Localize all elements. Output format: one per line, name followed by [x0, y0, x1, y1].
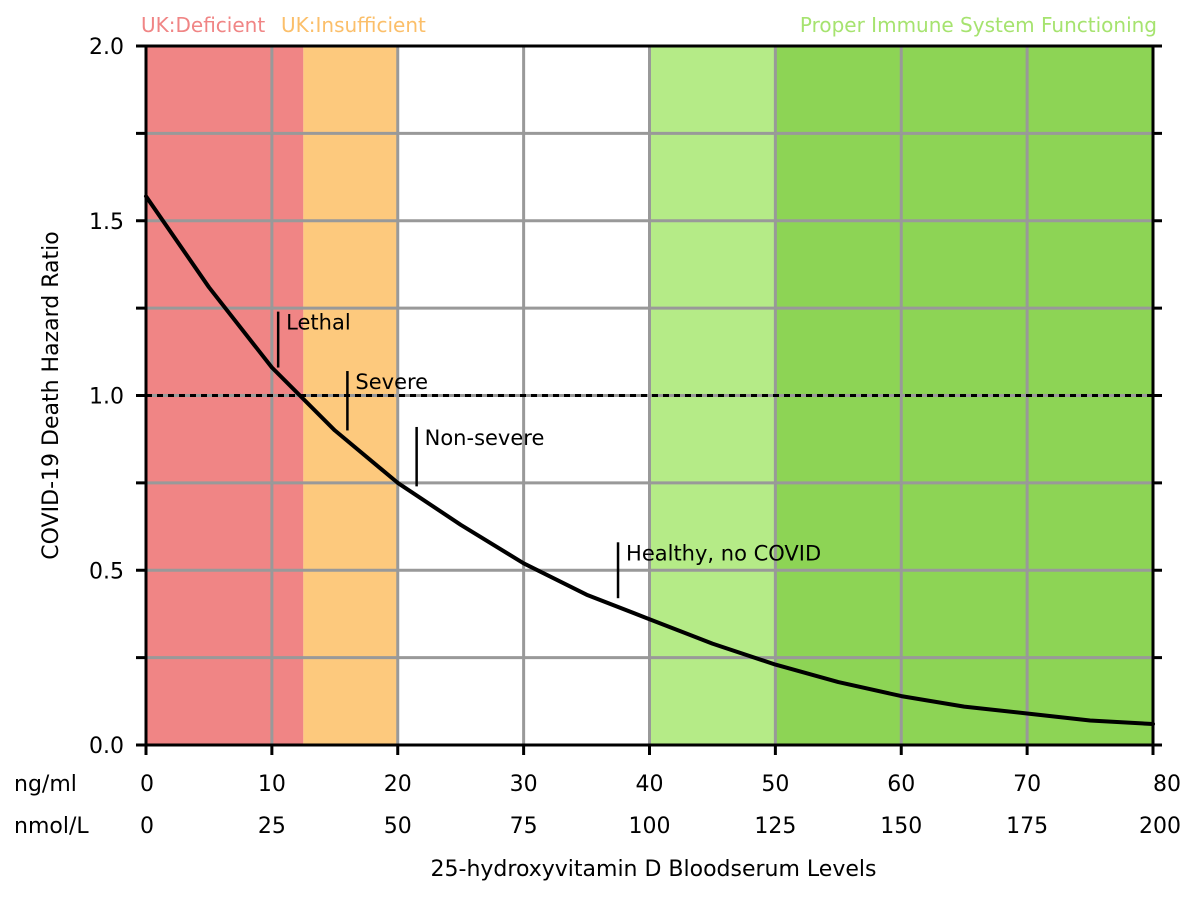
x-tick-label: 20	[384, 772, 412, 797]
hazard-curve-group	[144, 194, 1155, 726]
x-tick-label: 50	[761, 772, 789, 797]
x-tick-label: 150	[880, 814, 922, 839]
x-tick-label: 0	[140, 814, 154, 839]
zone-label: UK:Deficient	[141, 13, 265, 37]
annotation-label: Severe	[355, 370, 428, 394]
x-tick-label: 200	[1139, 814, 1181, 839]
x-axis-ticks: ng/ml 0 10 20 30 40 50 60 70 80 nmol/L 0 25 50 75 100 12…	[14, 745, 1181, 839]
y-tick-label: 2.0	[89, 35, 124, 60]
annotation-label: Non-severe	[425, 426, 545, 450]
x-tick-label: 10	[258, 772, 286, 797]
x-axis-label: 25-hydroxyvitamin D Bloodserum Levels	[431, 857, 877, 882]
annotation-label: Healthy, no COVID	[626, 541, 821, 565]
zone-label: Proper Immune System Functioning	[800, 13, 1157, 37]
y-axis-label: COVID-19 Death Hazard Ratio	[39, 231, 64, 559]
annotations: Lethal Severe Non-severe Healthy, no COVID	[276, 311, 821, 599]
zone-labels: UK:Deficient UK:Insufficient Proper Immune…	[141, 13, 1157, 37]
x-axis-unit-label: ng/ml	[14, 772, 77, 797]
x-tick-label: 75	[510, 814, 538, 839]
x-tick-label: 70	[1013, 772, 1041, 797]
x-tick-label: 0	[140, 772, 154, 797]
annotation-label: Lethal	[286, 311, 351, 335]
x-tick-label: 100	[629, 814, 671, 839]
x-tick-label: 40	[636, 772, 664, 797]
x-axis-unit-label: nmol/L	[14, 814, 89, 839]
x-tick-label: 50	[384, 814, 412, 839]
x-tick-label: 30	[510, 772, 538, 797]
y-axis-ticks: 0.0 0.5 1.0 1.5 2.0	[89, 35, 1162, 759]
zone-label: UK:Insufficient	[281, 13, 426, 37]
y-tick-label: 0.0	[89, 734, 124, 759]
y-tick-label: 1.0	[89, 385, 124, 410]
y-tick-label: 0.5	[89, 559, 124, 584]
x-tick-label: 60	[887, 772, 915, 797]
x-tick-label: 25	[258, 814, 286, 839]
hazard-curve	[144, 194, 1155, 726]
x-tick-label: 175	[1006, 814, 1048, 839]
x-tick-label: 80	[1153, 772, 1181, 797]
x-tick-label: 125	[754, 814, 796, 839]
y-tick-label: 1.5	[89, 210, 124, 235]
